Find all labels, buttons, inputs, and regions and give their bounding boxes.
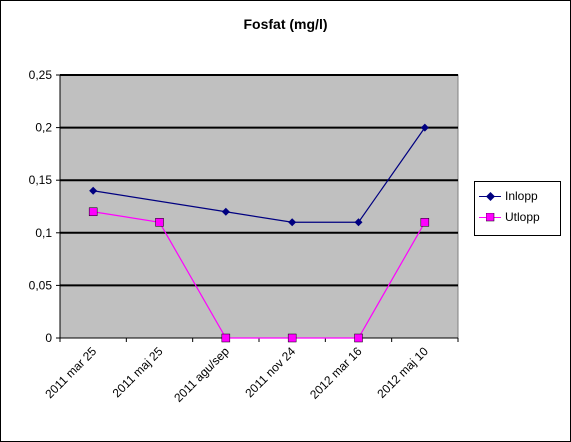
y-tick-label: 0,15	[29, 173, 53, 187]
data-point-inlopp	[288, 218, 297, 227]
diamond-marker-icon	[486, 192, 495, 201]
legend-item-utlopp: Utlopp	[479, 209, 559, 227]
y-tick-label: 0,2	[35, 121, 52, 135]
data-point-utlopp	[221, 333, 231, 343]
x-tick-label: 2011 agu/sep	[171, 344, 232, 405]
x-tick-label: 2011 nov 24	[242, 344, 298, 400]
x-tick-label: 2011 mar 25	[42, 344, 99, 401]
legend: Inlopp Utlopp	[474, 181, 561, 236]
legend-item-inlopp: Inlopp	[479, 188, 559, 206]
data-point-utlopp	[287, 333, 297, 343]
y-tick-label: 0,25	[29, 68, 53, 82]
data-point-inlopp	[420, 123, 429, 132]
data-point-utlopp	[420, 218, 430, 227]
data-point-inlopp	[89, 186, 98, 195]
x-tick-label: 2012 mar 16	[307, 344, 365, 402]
data-point-inlopp	[354, 218, 363, 227]
plot-area	[59, 74, 459, 339]
legend-label-utlopp: Utlopp	[505, 210, 540, 224]
y-tick-label: 0	[45, 331, 52, 345]
x-tick-label: 2012 maj 10	[374, 344, 431, 401]
data-point-utlopp	[155, 218, 164, 227]
x-tick-label: 2011 maj 25	[110, 344, 166, 400]
y-tick-label: 0,05	[29, 278, 53, 292]
data-point-inlopp	[221, 207, 230, 216]
series-line-utlopp	[93, 211, 426, 339]
chart-title: Fosfat (mg/l)	[243, 16, 328, 32]
data-point-utlopp	[88, 207, 98, 217]
legend-label-inlopp: Inlopp	[505, 189, 538, 203]
y-tick-label: 0,1	[35, 226, 52, 240]
data-point-utlopp	[354, 333, 363, 343]
square-marker-icon	[486, 213, 495, 222]
